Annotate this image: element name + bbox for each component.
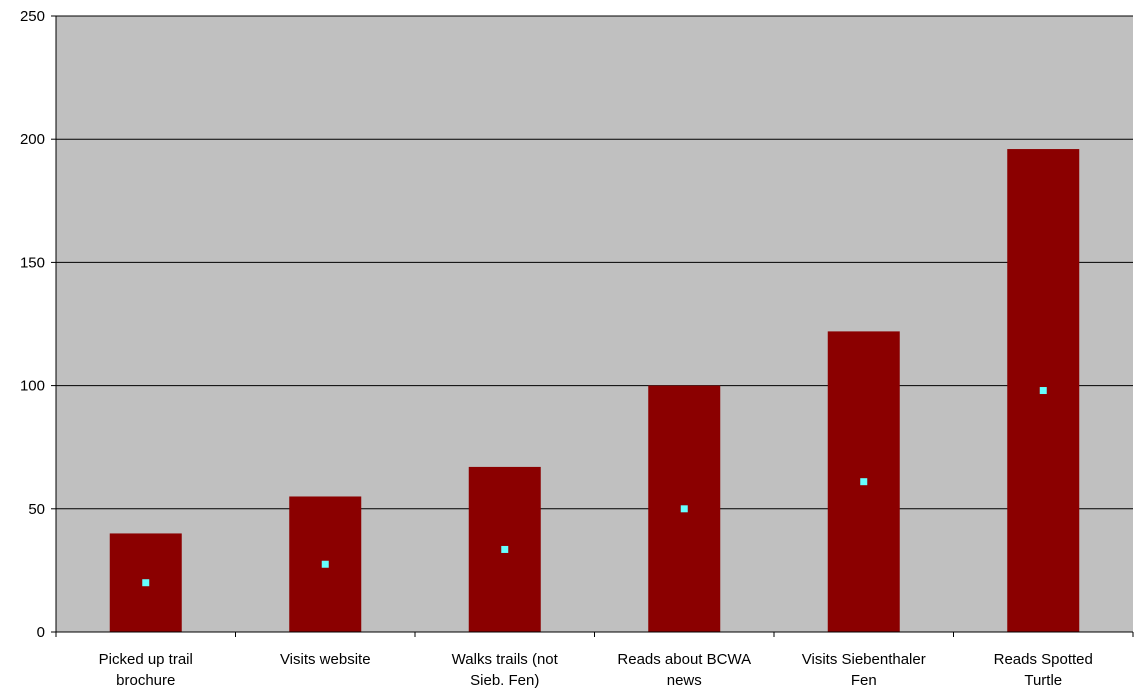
data-point-marker	[1039, 387, 1047, 395]
x-tick-label: Sieb. Fen)	[470, 672, 539, 689]
x-tick-label: Fen	[851, 672, 877, 689]
data-point-marker	[860, 478, 868, 486]
y-tick-label: 50	[28, 501, 45, 518]
x-tick-label: news	[667, 672, 702, 689]
data-point-marker	[321, 560, 329, 568]
y-tick-label: 150	[20, 254, 45, 271]
y-tick-label: 0	[37, 624, 45, 641]
data-point-marker	[142, 579, 150, 587]
x-tick-label: Visits website	[280, 651, 371, 668]
y-tick-label: 200	[20, 131, 45, 148]
plot-area	[56, 16, 1133, 632]
x-tick-label: Walks trails (not	[452, 651, 559, 668]
y-tick-label: 250	[20, 8, 45, 25]
data-point-marker	[501, 545, 509, 553]
x-tick-label: brochure	[116, 672, 175, 689]
x-tick-label: Visits Siebenthaler	[802, 651, 926, 668]
x-tick-label: Picked up trail	[99, 651, 193, 668]
x-tick-label: Turtle	[1024, 672, 1062, 689]
y-tick-label: 100	[20, 378, 45, 395]
x-tick-label: Reads about BCWA	[617, 651, 751, 668]
x-tick-label: Reads Spotted	[994, 651, 1093, 668]
data-point-marker	[680, 505, 688, 513]
